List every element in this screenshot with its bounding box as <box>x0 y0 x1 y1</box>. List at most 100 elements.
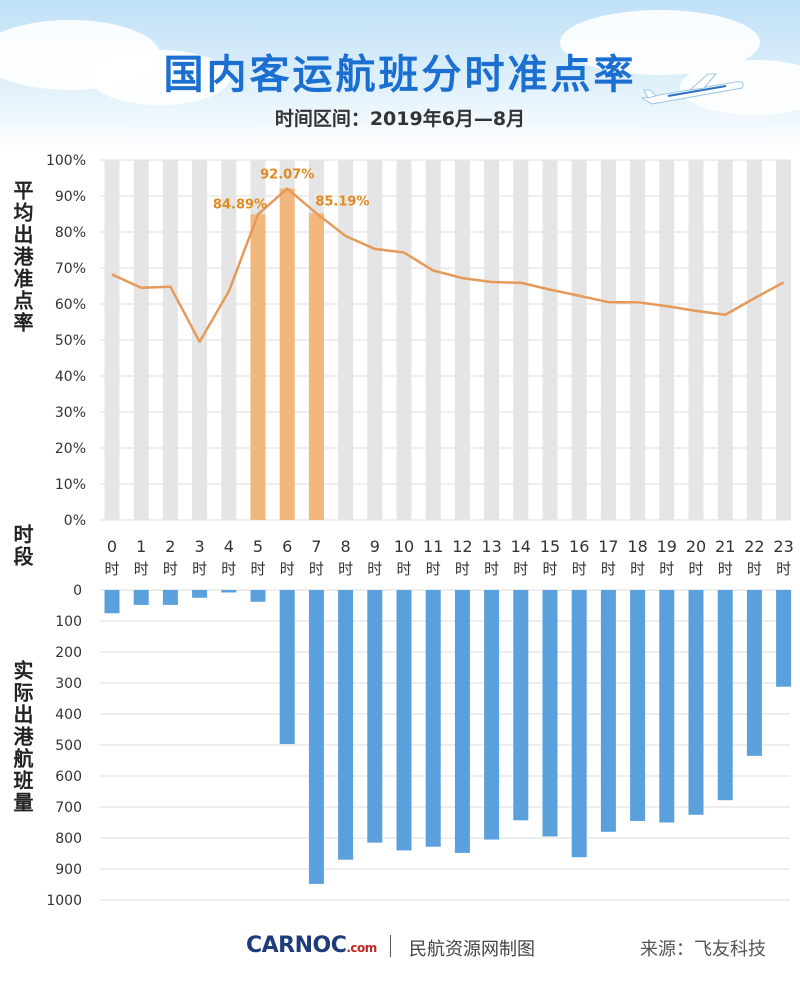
hour-label-unit: 时 <box>542 560 557 578</box>
bottom-y-tick-label: 100 <box>55 614 82 630</box>
hour-label-unit: 时 <box>659 560 674 578</box>
top-y-tick-label: 20% <box>55 441 86 457</box>
hour-label-unit: 时 <box>572 560 587 578</box>
flight-count-bar <box>717 590 733 801</box>
highlight-bar <box>250 214 266 520</box>
flight-count-bar <box>396 590 412 851</box>
bottom-y-tick-label: 800 <box>55 831 82 847</box>
airplane-icon <box>640 73 744 105</box>
hour-axis-label: 时段 <box>10 524 34 568</box>
flight-count-bar <box>542 590 558 837</box>
data-label: 92.07% <box>260 168 314 183</box>
footer-source: 来源：飞友科技 <box>640 939 766 960</box>
flight-count-bar <box>104 590 120 614</box>
background-bar <box>338 160 354 520</box>
flight-count-bar <box>454 590 470 853</box>
background-bar <box>746 160 762 520</box>
hour-label-number: 16 <box>569 537 589 556</box>
flight-count-bar <box>338 590 354 860</box>
hour-label-number: 15 <box>540 537 560 556</box>
hour-label-number: 9 <box>370 537 380 556</box>
flight-count-bar <box>367 590 383 843</box>
hour-label-unit: 时 <box>776 560 791 578</box>
background-bar <box>221 160 237 520</box>
bottom-y-tick-label: 300 <box>55 676 82 692</box>
hour-label-unit: 时 <box>484 560 499 578</box>
hour-label-number: 3 <box>195 537 205 556</box>
flight-count-bar <box>221 590 237 593</box>
background-bar <box>717 160 733 520</box>
bottom-y-tick-label: 0 <box>73 583 82 599</box>
background-bar <box>600 160 616 520</box>
hour-label-number: 20 <box>686 537 706 556</box>
logo-suffix: .com <box>346 941 377 955</box>
footer-divider <box>390 935 391 957</box>
background-bar <box>542 160 558 520</box>
hour-label-unit: 时 <box>601 560 616 578</box>
background-bar <box>454 160 470 520</box>
carnoc-logo: CARNOC.com <box>246 933 377 958</box>
hour-label-unit: 时 <box>367 560 382 578</box>
hour-label-unit: 时 <box>221 560 236 578</box>
hour-label-number: 11 <box>423 537 443 556</box>
flight-count-bar <box>688 590 704 815</box>
top-y-tick-label: 70% <box>55 261 86 277</box>
hour-label-number: 14 <box>511 537 531 556</box>
hour-label-number: 2 <box>165 537 175 556</box>
data-label: 85.19% <box>315 194 369 209</box>
flight-count-bar <box>133 590 149 605</box>
hour-label-unit: 时 <box>163 560 178 578</box>
hour-label-number: 19 <box>657 537 677 556</box>
hour-label-number: 7 <box>311 537 321 556</box>
top-y-tick-label: 90% <box>55 189 86 205</box>
top-y-tick-label: 80% <box>55 225 86 241</box>
background-bar <box>630 160 646 520</box>
highlight-bar <box>308 213 324 521</box>
flight-count-bar <box>600 590 616 832</box>
bottom-y-tick-label: 600 <box>55 769 82 785</box>
flight-count-bar <box>746 590 762 756</box>
hour-label-unit: 时 <box>280 560 295 578</box>
hour-label-number: 12 <box>452 537 472 556</box>
hour-label-unit: 时 <box>426 560 441 578</box>
hour-label-number: 22 <box>744 537 764 556</box>
hour-label-number: 17 <box>598 537 618 556</box>
background-bar <box>162 160 178 520</box>
hour-label-number: 8 <box>341 537 351 556</box>
bottom-y-tick-label: 500 <box>55 738 82 754</box>
background-bar <box>425 160 441 520</box>
flight-count-bar <box>425 590 441 847</box>
hour-label-unit: 时 <box>688 560 703 578</box>
background-bar <box>396 160 412 520</box>
flight-count-bar <box>630 590 646 821</box>
hour-label-number: 21 <box>715 537 735 556</box>
cloud-decoration <box>90 50 230 105</box>
flight-count-bar <box>250 590 266 602</box>
top-y-tick-label: 50% <box>55 333 86 349</box>
hour-label-number: 23 <box>773 537 793 556</box>
hour-label-unit: 时 <box>455 560 470 578</box>
background-bar <box>571 160 587 520</box>
bottom-y-axis-label: 实际出港航班量 <box>10 660 34 814</box>
background-bar <box>659 160 675 520</box>
logo-text: CARNOC <box>246 933 347 958</box>
hour-label-number: 0 <box>107 537 117 556</box>
hour-label-unit: 时 <box>630 560 645 578</box>
background-bar <box>513 160 529 520</box>
top-chart: 0% 10% 20% 30% 40% 50% 60% 70% 80% 90% 100% 84.89% 9… <box>46 153 792 529</box>
hour-label-unit: 时 <box>396 560 411 578</box>
flight-count-bar <box>279 590 295 745</box>
background-bar <box>367 160 383 520</box>
hour-label-unit: 时 <box>718 560 733 578</box>
hour-label-number: 6 <box>282 537 292 556</box>
footer-maker: 民航资源网制图 <box>409 939 535 960</box>
top-y-axis-label: 平均出港准点率 <box>10 180 34 334</box>
hour-label-number: 4 <box>224 537 234 556</box>
bottom-y-tick-label: 1000 <box>46 893 82 909</box>
data-label: 84.89% <box>213 197 267 212</box>
top-y-tick-label: 10% <box>55 477 86 493</box>
background-bar <box>688 160 704 520</box>
flight-count-bar <box>513 590 529 821</box>
flight-count-bar <box>776 590 792 687</box>
top-y-tick-label: 40% <box>55 369 86 385</box>
